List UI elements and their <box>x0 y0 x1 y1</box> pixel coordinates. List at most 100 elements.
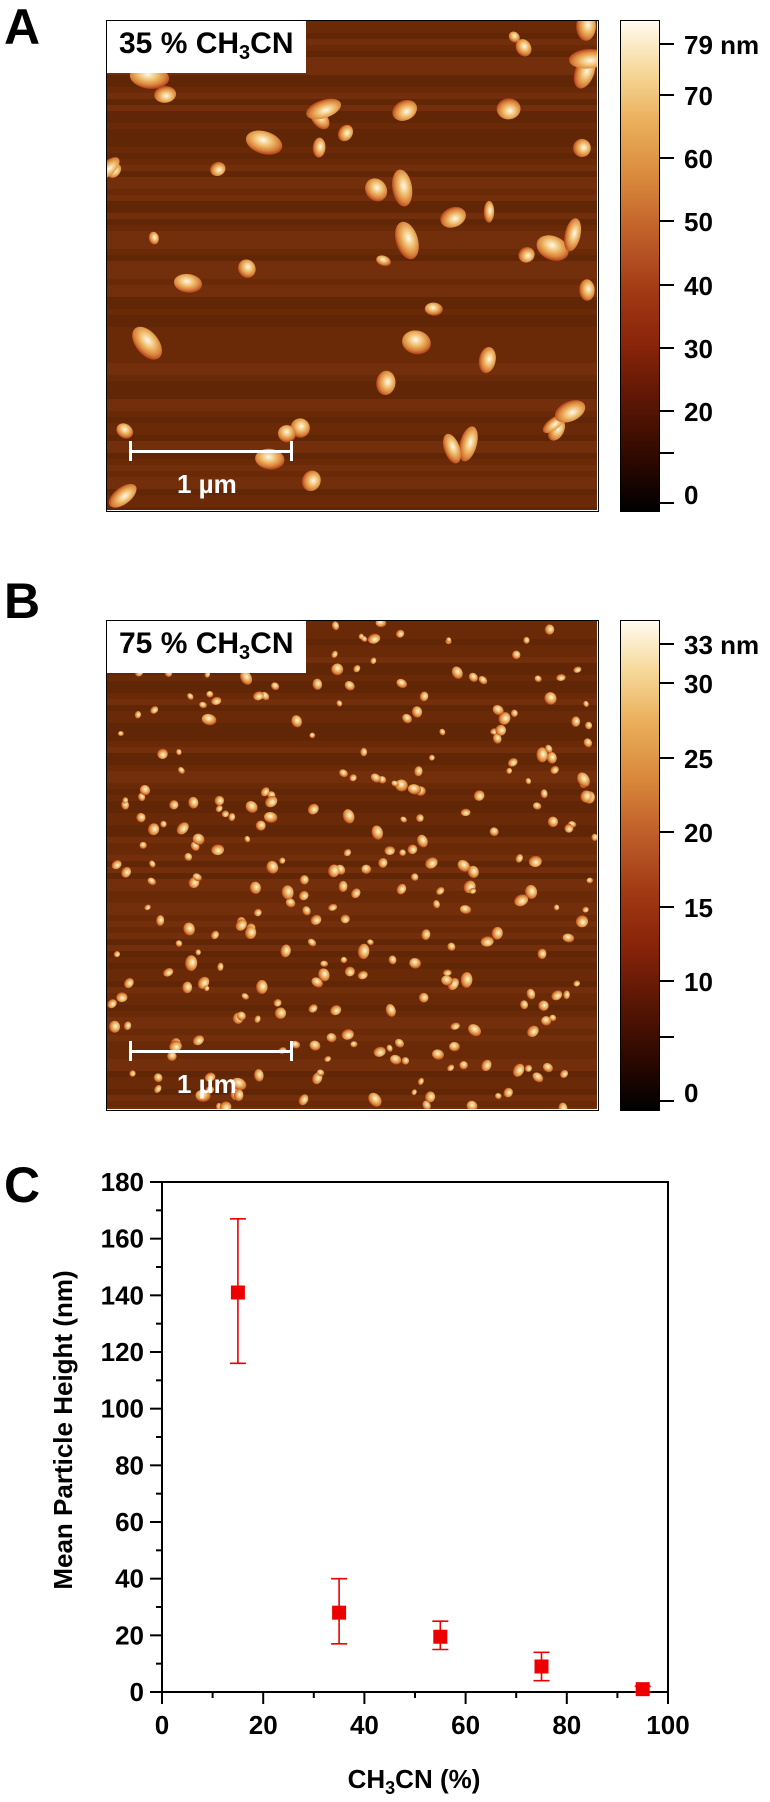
panel-a-letter: A <box>4 0 41 55</box>
afm-particle <box>187 693 194 700</box>
x-tick-label: 60 <box>451 1710 480 1740</box>
afm-scanline <box>107 1107 597 1109</box>
afm-particle <box>514 894 529 907</box>
afm-particle <box>279 857 286 864</box>
afm-particle <box>478 676 488 685</box>
afm-particle <box>418 992 429 1003</box>
afm-scanline <box>107 1077 597 1083</box>
afm-particle <box>481 1059 492 1072</box>
afm-scanline <box>107 279 597 285</box>
afm-particle <box>515 39 532 57</box>
afm-particle <box>586 877 594 884</box>
afm-particle <box>545 744 553 754</box>
afm-scanline <box>107 135 597 141</box>
afm-particle <box>129 1070 136 1077</box>
afm-particle <box>532 1072 544 1083</box>
afm-scanline <box>107 489 597 495</box>
afm-particle <box>307 803 319 815</box>
afm-particle <box>291 715 302 728</box>
afm-scanline <box>107 981 597 987</box>
afm-particle <box>215 805 223 812</box>
afm-particle <box>328 903 338 911</box>
afm-particle <box>316 1069 325 1077</box>
afm-particle <box>255 820 266 831</box>
afm-particle <box>343 849 352 857</box>
afm-particle <box>457 860 470 872</box>
afm-particle <box>211 696 222 705</box>
afm-scanline <box>107 327 597 333</box>
afm-particle <box>439 728 446 736</box>
afm-particle <box>169 800 179 810</box>
afm-scanline <box>107 927 597 933</box>
afm-particle <box>451 666 463 679</box>
afm-particle <box>175 940 183 947</box>
afm-particle <box>440 206 466 228</box>
afm-particle <box>391 169 413 207</box>
y-tick-label: 60 <box>115 1507 144 1537</box>
afm-particle <box>211 844 225 856</box>
y-axis-label: Mean Particle Height (nm) <box>48 1270 78 1589</box>
afm-particle <box>264 811 278 823</box>
afm-particle <box>534 675 542 683</box>
afm-particle <box>478 347 496 373</box>
afm-particle <box>214 795 225 806</box>
afm-scanline <box>107 1095 597 1101</box>
condition-label-b-prefix: 75 % CH <box>119 627 240 660</box>
afm-scanline <box>107 447 597 453</box>
panel-c-letter: C <box>4 1157 41 1213</box>
afm-particle <box>492 733 502 744</box>
afm-particle <box>260 787 270 797</box>
afm-particle <box>546 752 557 764</box>
afm-particle <box>298 1094 309 1106</box>
afm-particle <box>361 864 372 874</box>
afm-scanline <box>107 147 597 153</box>
condition-label-a-suffix: CN <box>250 27 294 60</box>
afm-particle <box>553 904 560 911</box>
colorbar-a <box>620 20 660 512</box>
afm-scanline <box>107 999 597 1005</box>
y-tick-label: 160 <box>101 1224 144 1254</box>
afm-scanline <box>107 657 597 663</box>
afm-particle <box>338 880 348 892</box>
afm-scanline <box>107 93 597 99</box>
afm-particle <box>537 949 547 960</box>
afm-particle <box>266 860 279 874</box>
afm-scanline <box>107 153 597 159</box>
afm-particle <box>285 898 296 908</box>
y-tick-label: 0 <box>130 1677 144 1707</box>
afm-scanline <box>107 387 597 393</box>
afm-particle <box>527 1025 539 1038</box>
afm-scanline <box>107 231 597 237</box>
afm-scanline <box>107 795 597 801</box>
afm-particle <box>318 968 330 982</box>
afm-particle <box>331 621 339 631</box>
afm-particle <box>544 692 557 705</box>
afm-particle <box>231 1077 247 1091</box>
afm-particle <box>169 1040 182 1052</box>
afm-particle <box>107 157 120 180</box>
afm-scanline <box>107 633 597 639</box>
afm-particle <box>107 999 117 1009</box>
afm-scanline <box>107 639 597 645</box>
afm-particle <box>184 852 193 861</box>
afm-scanline <box>107 1011 597 1017</box>
afm-particle <box>483 200 495 223</box>
afm-particle <box>424 302 443 316</box>
condition-label-a: 35 % CH3CN <box>107 21 306 73</box>
afm-scanline <box>107 825 597 831</box>
afm-scanline <box>107 1059 597 1065</box>
afm-particle <box>573 666 582 673</box>
afm-particle <box>510 709 518 717</box>
afm-particle <box>331 650 338 658</box>
afm-particle <box>549 1014 557 1022</box>
afm-particle <box>540 789 548 799</box>
afm-particle <box>417 1077 424 1085</box>
afm-particle <box>409 958 421 969</box>
afm-particle <box>312 137 326 158</box>
afm-scanline <box>107 621 597 627</box>
afm-particle <box>306 98 342 120</box>
afm-scanline <box>107 213 597 219</box>
afm-scanline <box>107 861 597 867</box>
afm-particle <box>255 448 285 470</box>
afm-particle <box>353 664 361 673</box>
